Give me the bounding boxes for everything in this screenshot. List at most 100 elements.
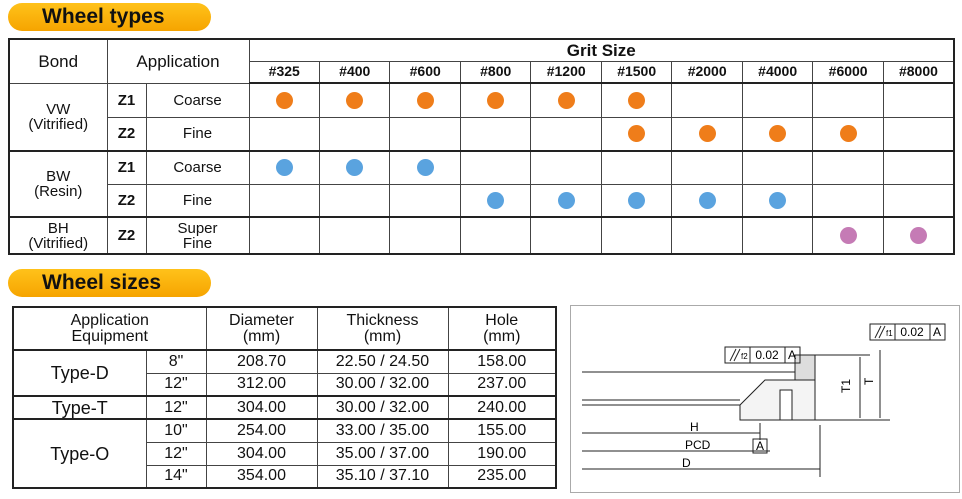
tolerance-value: 0.02	[900, 325, 924, 339]
grit-cell	[812, 82, 884, 118]
grit-label: #800	[459, 60, 532, 84]
grit-cell	[741, 82, 814, 118]
grit-label: #1500	[600, 60, 673, 84]
availability-dot	[557, 191, 575, 209]
availability-dot	[698, 125, 716, 143]
tolerance-symbol: f2	[741, 352, 748, 361]
dimension-label: PCD	[685, 438, 711, 452]
grit-cell	[530, 82, 602, 118]
availability-dot	[346, 159, 364, 177]
diameter-cell: 304.00	[205, 395, 318, 420]
size-cell: 12"	[145, 395, 207, 420]
thickness-cell: 33.00 / 35.00	[316, 418, 449, 443]
grit-cell	[530, 216, 602, 255]
tolerance-datum: A	[933, 325, 941, 339]
grit-cell	[459, 216, 532, 255]
grit-cell	[671, 150, 743, 185]
application-cell: Fine	[145, 116, 250, 152]
grit-cell	[741, 183, 814, 218]
type-cell: Type-O	[12, 418, 147, 489]
availability-dot	[346, 91, 364, 109]
availability-dot	[769, 191, 787, 209]
grit-cell	[389, 116, 461, 152]
availability-dot	[487, 191, 505, 209]
bond-note: (Vitrified)	[28, 115, 89, 133]
section-title: Wheel types	[8, 3, 211, 31]
application-cell: Coarse	[145, 82, 250, 118]
availability-dot	[275, 91, 293, 109]
grit-cell	[530, 150, 602, 185]
grit-cell	[671, 216, 743, 255]
grit-cell	[389, 183, 461, 218]
availability-dot	[839, 125, 857, 143]
grit-cell	[459, 82, 532, 118]
hole-cell: 237.00	[447, 372, 557, 397]
size-cell: 14"	[145, 464, 207, 489]
header-cell: Grit Size	[248, 38, 955, 61]
size-cell: 12"	[145, 441, 207, 466]
hole-cell: 240.00	[447, 395, 557, 420]
size-cell: 8"	[145, 349, 207, 374]
data-row: 12" 312.00 30.00 / 32.00 237.00	[13, 372, 557, 397]
header-row: #325 #400 #600 #800 #1200 #1500 #2000 #4000 #600…	[9, 60, 955, 84]
grit-cell	[459, 183, 532, 218]
size-cell: 10"	[145, 418, 207, 443]
availability-dot	[628, 125, 646, 143]
grit-cell	[812, 150, 884, 185]
grade-cell: Z2	[106, 116, 147, 152]
diameter-cell: 304.00	[205, 441, 318, 466]
header-cell: Application Equipment	[12, 306, 207, 351]
header-cell: Hole (mm)	[447, 306, 557, 351]
grit-cell	[882, 116, 955, 152]
diameter-cell: 254.00	[205, 418, 318, 443]
datum-label: A	[756, 439, 764, 453]
type-cell: Type-D	[12, 349, 147, 397]
grade-cell: Z2	[106, 183, 147, 218]
hole-cell: 235.00	[447, 464, 557, 489]
dimension-label: T	[862, 377, 876, 385]
grit-cell	[248, 116, 321, 152]
grit-cell	[671, 116, 743, 152]
bond-cell: BW (Resin)	[8, 150, 108, 218]
grade-cell: Z1	[106, 82, 147, 118]
availability-dot	[839, 227, 857, 244]
thickness-cell: 22.50 / 24.50	[316, 349, 449, 374]
bond-name: BH	[47, 219, 69, 237]
grit-label: #8000	[882, 60, 955, 84]
section-title: Wheel sizes	[8, 269, 211, 297]
tolerance-symbol: f1	[886, 329, 893, 338]
application-cell: Super Fine	[145, 216, 250, 255]
data-row: Z2 Fine	[9, 183, 955, 218]
grit-cell	[389, 216, 461, 255]
grit-cell	[318, 216, 391, 255]
grit-cell	[459, 150, 532, 185]
thickness-cell: 35.00 / 37.00	[316, 441, 449, 466]
grit-cell	[882, 82, 955, 118]
availability-dot	[909, 227, 927, 244]
grit-cell	[741, 216, 814, 255]
thickness-cell: 30.00 / 32.00	[316, 372, 449, 397]
bond-cell: VW (Vitrified)	[8, 82, 108, 152]
availability-dot	[628, 91, 646, 109]
data-row: Type-T 12" 304.00 30.00 / 32.00 240.00	[12, 395, 557, 420]
data-row: Z2 Fine	[9, 116, 955, 152]
grit-label: #4000	[741, 60, 814, 84]
size-cell: 12"	[145, 372, 207, 397]
grit-label: #325	[248, 60, 321, 84]
thickness-cell: 30.00 / 32.00	[316, 395, 449, 420]
grit-cell	[741, 116, 814, 152]
bond-note: (Resin)	[34, 183, 83, 200]
grit-label: #2000	[671, 60, 743, 84]
hole-cell: 158.00	[447, 349, 557, 374]
grit-label: #1200	[530, 60, 602, 84]
hole-cell: 155.00	[447, 418, 557, 443]
data-row: Type-O 10" 254.00 33.00 / 35.00 155.00	[12, 418, 557, 489]
grit-cell	[248, 183, 321, 218]
dimension-label: H	[690, 420, 699, 434]
grit-cell	[812, 183, 884, 218]
wheel-sizes-table: Application Equipment Diameter (mm) Thickn…	[12, 306, 557, 489]
grit-cell	[882, 216, 955, 255]
grit-label: #600	[389, 60, 461, 84]
availability-dot	[628, 191, 646, 209]
availability-dot	[557, 91, 575, 109]
